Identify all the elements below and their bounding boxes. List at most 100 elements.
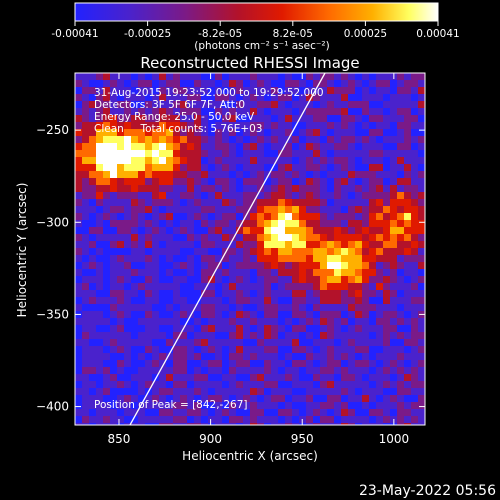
heatmap-pixel (285, 325, 292, 332)
heatmap-pixel (404, 290, 411, 297)
heatmap-pixel (75, 297, 82, 304)
heatmap-pixel (201, 115, 208, 122)
heatmap-pixel (103, 80, 110, 87)
heatmap-pixel (124, 129, 131, 136)
heatmap-pixel (285, 332, 292, 339)
heatmap-pixel (292, 171, 299, 178)
heatmap-pixel (138, 115, 145, 122)
heatmap-pixel (404, 129, 411, 136)
heatmap-pixel (180, 290, 187, 297)
heatmap-pixel (89, 311, 96, 318)
heatmap-pixel (376, 388, 383, 395)
heatmap-pixel (355, 402, 362, 409)
heatmap-pixel (187, 185, 194, 192)
heatmap-pixel (404, 304, 411, 311)
heatmap-pixel (152, 318, 159, 325)
heatmap-pixel (243, 213, 250, 220)
heatmap-pixel (341, 304, 348, 311)
heatmap-pixel (243, 129, 250, 136)
heatmap-pixel (250, 262, 257, 269)
heatmap-pixel (236, 283, 243, 290)
heatmap-pixel (306, 115, 313, 122)
heatmap-pixel (243, 409, 250, 416)
heatmap-pixel (390, 136, 397, 143)
heatmap-pixel (397, 325, 404, 332)
heatmap-pixel (320, 416, 327, 423)
heatmap-pixel (131, 353, 138, 360)
heatmap-pixel (383, 318, 390, 325)
heatmap-pixel (96, 136, 103, 143)
heatmap-pixel (264, 129, 271, 136)
heatmap-pixel (271, 311, 278, 318)
heatmap-pixel (320, 353, 327, 360)
heatmap-pixel (201, 241, 208, 248)
heatmap-pixel (390, 87, 397, 94)
heatmap-pixel (145, 297, 152, 304)
heatmap-pixel (411, 227, 418, 234)
heatmap-pixel (138, 164, 145, 171)
heatmap-pixel (243, 346, 250, 353)
heatmap-pixel (82, 227, 89, 234)
heatmap-pixel (411, 416, 418, 423)
heatmap-pixel (369, 108, 376, 115)
heatmap-pixel (243, 80, 250, 87)
heatmap-pixel (397, 192, 404, 199)
heatmap-pixel (152, 353, 159, 360)
heatmap-pixel (418, 136, 425, 143)
heatmap-pixel (362, 402, 369, 409)
heatmap-pixel (96, 220, 103, 227)
heatmap-pixel (320, 80, 327, 87)
heatmap-pixel (264, 185, 271, 192)
heatmap-pixel (75, 192, 82, 199)
heatmap-pixel (313, 199, 320, 206)
heatmap-pixel (82, 248, 89, 255)
heatmap-pixel (334, 143, 341, 150)
heatmap-pixel (208, 297, 215, 304)
heatmap-pixel (117, 220, 124, 227)
heatmap-pixel (89, 423, 96, 425)
heatmap-pixel (194, 381, 201, 388)
heatmap-pixel (201, 374, 208, 381)
heatmap-pixel (306, 157, 313, 164)
heatmap-pixel (285, 255, 292, 262)
heatmap-pixel (187, 339, 194, 346)
heatmap-pixel (292, 192, 299, 199)
heatmap-pixel (264, 381, 271, 388)
heatmap-pixel (215, 199, 222, 206)
heatmap-pixel (327, 332, 334, 339)
heatmap-pixel (145, 248, 152, 255)
heatmap-pixel (250, 129, 257, 136)
heatmap-pixel (103, 276, 110, 283)
heatmap-pixel (341, 325, 348, 332)
heatmap-pixel (138, 395, 145, 402)
heatmap-pixel (138, 192, 145, 199)
heatmap-pixel (334, 80, 341, 87)
heatmap-pixel (285, 339, 292, 346)
heatmap-pixel (411, 248, 418, 255)
heatmap-pixel (320, 108, 327, 115)
heatmap-pixel (376, 409, 383, 416)
heatmap-pixel (355, 255, 362, 262)
heatmap-pixel (397, 80, 404, 87)
heatmap-pixel (110, 101, 117, 108)
heatmap-pixel (89, 402, 96, 409)
heatmap-pixel (222, 423, 229, 425)
heatmap-pixel (131, 374, 138, 381)
heatmap-pixel (355, 367, 362, 374)
heatmap-pixel (341, 192, 348, 199)
heatmap-pixel (110, 318, 117, 325)
heatmap-pixel (320, 227, 327, 234)
heatmap-pixel (180, 185, 187, 192)
heatmap-pixel (264, 353, 271, 360)
heatmap-pixel (82, 171, 89, 178)
heatmap-pixel (110, 346, 117, 353)
heatmap-pixel (222, 206, 229, 213)
heatmap-pixel (271, 108, 278, 115)
heatmap-pixel (159, 262, 166, 269)
heatmap-pixel (376, 318, 383, 325)
heatmap-pixel (285, 416, 292, 423)
heatmap-pixel (327, 409, 334, 416)
heatmap-pixel (313, 248, 320, 255)
heatmap-pixel (313, 227, 320, 234)
heatmap-pixel (418, 269, 425, 276)
